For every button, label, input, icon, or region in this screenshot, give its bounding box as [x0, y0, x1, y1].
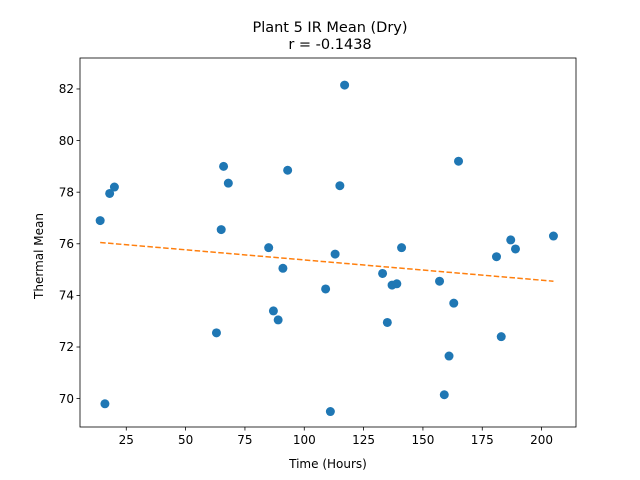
y-tick-label: 78 — [59, 185, 74, 199]
data-point — [321, 284, 331, 294]
plot-area: 25 50 75 100 125 150 175 200 70 72 74 76 78 80 82 — [59, 57, 577, 447]
x-tick-label: 50 — [178, 433, 193, 447]
data-point — [340, 80, 350, 90]
data-point — [216, 225, 226, 235]
data-point — [496, 332, 506, 342]
y-tick-label: 74 — [59, 289, 74, 303]
data-point — [283, 165, 293, 175]
data-point — [223, 178, 233, 188]
x-tick-label: 200 — [530, 433, 553, 447]
x-tick-label: 100 — [293, 433, 316, 447]
data-point — [435, 276, 445, 286]
x-axis-label: Time (Hours) — [288, 457, 367, 471]
x-tick-label: 150 — [411, 433, 434, 447]
data-point — [219, 161, 229, 171]
data-point — [335, 181, 345, 191]
data-point — [449, 298, 459, 308]
x-tick-label: 25 — [119, 433, 134, 447]
x-tick-label: 125 — [352, 433, 375, 447]
y-tick-label: 76 — [59, 237, 74, 251]
data-point — [264, 243, 274, 253]
y-tick-label: 70 — [59, 392, 74, 406]
y-tick-label: 72 — [59, 340, 74, 354]
x-tick-label: 175 — [471, 433, 494, 447]
data-point — [105, 188, 115, 198]
axes-frame — [79, 57, 577, 428]
data-point — [278, 263, 288, 273]
chart-subtitle: r = -0.1438 — [288, 37, 371, 53]
data-point — [444, 351, 454, 361]
chart-title: Plant 5 IR Mean (Dry) — [252, 20, 407, 36]
y-tick-label: 80 — [59, 134, 74, 148]
data-point — [491, 252, 501, 262]
data-point — [506, 235, 516, 245]
y-axis-label: Thermal Mean — [32, 213, 46, 300]
x-tick-label: 75 — [237, 433, 252, 447]
data-point — [548, 231, 558, 241]
trend-line — [100, 241, 554, 282]
data-point — [95, 216, 105, 226]
data-point — [510, 244, 520, 254]
data-point — [397, 243, 407, 253]
data-point — [330, 249, 340, 259]
data-point — [454, 156, 464, 166]
data-point — [325, 407, 335, 417]
data-point — [211, 328, 221, 338]
data-point — [273, 315, 283, 325]
data-point — [392, 279, 402, 289]
y-tick-label: 82 — [59, 82, 74, 96]
data-point — [382, 317, 392, 327]
data-point — [109, 182, 119, 192]
data-point — [439, 390, 449, 400]
data-point — [268, 306, 278, 316]
data-point — [378, 268, 388, 278]
data-point — [100, 399, 110, 409]
